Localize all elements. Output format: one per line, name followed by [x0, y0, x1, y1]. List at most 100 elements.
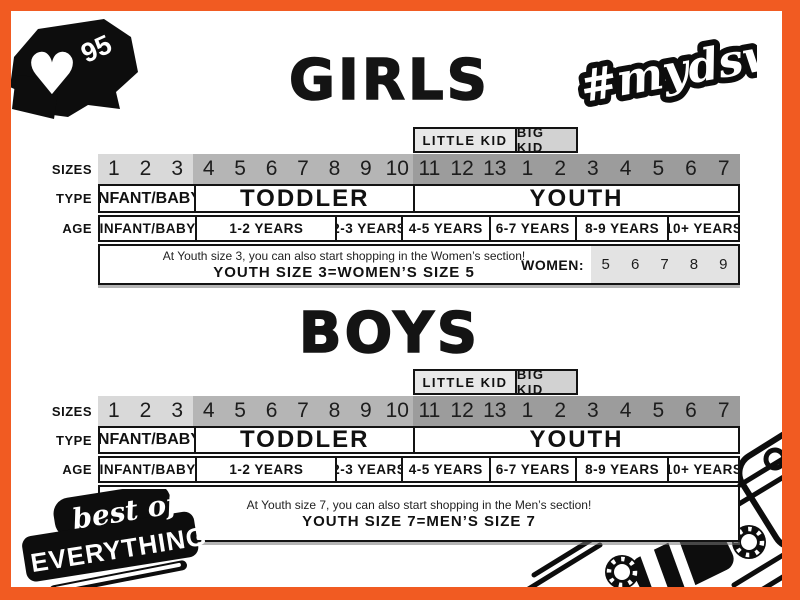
age-cell: INFANT/BABY	[100, 221, 196, 236]
type-cell: INFANT/BABY	[100, 189, 194, 207]
size-cell: 1	[107, 399, 120, 422]
tape-reel-left	[605, 555, 639, 587]
size-cell: 2	[554, 399, 567, 422]
size-cell: 9	[359, 399, 372, 422]
size-cell: 5	[234, 157, 246, 180]
size-cell: 2	[139, 157, 152, 180]
size-cell: 7	[717, 399, 730, 422]
size-cell: 6	[265, 399, 278, 422]
little-kid-header: LITTLE KID	[413, 127, 517, 153]
age-cell: 2-3 YEARS	[335, 458, 401, 481]
tape-label	[631, 523, 734, 587]
boys-type-row: INFANT/BABYTODDLERYOUTH	[98, 426, 740, 454]
size-cell: 11	[418, 157, 441, 180]
size-cell: 1	[521, 157, 534, 180]
little-kid-header: LITTLE KID	[413, 369, 517, 395]
age-cell: 1-2 YEARS	[195, 217, 335, 240]
women-size-cell: 7	[660, 256, 669, 273]
big-kid-header: BIG KID	[514, 367, 578, 397]
type-cell: TODDLER	[194, 186, 413, 211]
size-cell: 5	[652, 399, 665, 422]
size-cell: 8	[328, 399, 341, 422]
boys-note-text: At Youth size 7, you can also start shop…	[100, 487, 738, 540]
age-cell: 10+ YEARS	[667, 458, 738, 481]
type-cell: YOUTH	[413, 428, 738, 452]
size-cell: 6	[265, 157, 278, 180]
women-sizes-block: 5 6 7 8 9	[591, 246, 738, 283]
size-cell: 7	[297, 157, 309, 180]
size-cell: 4	[619, 157, 632, 180]
women-label: WOMEN:	[521, 256, 584, 273]
size-cell: 8	[328, 157, 341, 180]
size-cell: 1	[107, 157, 120, 180]
likes-badge-sticker: ♥ 95	[11, 19, 138, 119]
girls-title: GIRLS	[288, 48, 490, 113]
age-cell: 4-5 YEARS	[401, 217, 488, 240]
toddler-sizes-block: 4 5 6 7 8 9 10	[193, 154, 414, 184]
age-cell: INFANT/BABY	[100, 462, 196, 477]
girls-kid-header-row: LITTLE KID BIG KID	[98, 125, 740, 155]
women-size-cell: 9	[719, 256, 728, 273]
size-cell: 10	[385, 399, 409, 422]
best-of-everything-sticker: best of EVERYTHING	[22, 489, 209, 587]
hashtag-sticker: #mydsw	[570, 21, 757, 119]
age-cell: 8-9 YEARS	[574, 458, 667, 481]
size-cell: 5	[234, 399, 246, 422]
note-line-1: At Youth size 3, you can also start shop…	[162, 248, 526, 263]
girls-type-row: INFANT/BABYTODDLERYOUTH	[98, 184, 740, 213]
note-line-1: At Youth size 7, you can also start shop…	[246, 497, 592, 512]
size-cell: 12	[450, 157, 474, 180]
age-cell: 6-7 YEARS	[488, 458, 575, 481]
size-cell: 5	[652, 157, 665, 180]
age-row-label: AGE	[62, 221, 92, 236]
sizes-row-label: SIZES	[51, 161, 92, 177]
type-cell: YOUTH	[413, 186, 738, 211]
age-cell: 10+ YEARS	[667, 217, 738, 240]
size-cell: 3	[171, 399, 184, 422]
hashtag-text: #mydsw	[576, 27, 757, 113]
age-cell: 8-9 YEARS	[574, 217, 667, 240]
toddler-sizes-block: 4 5 6 7 8 9 10	[193, 396, 414, 426]
size-cell: 3	[587, 157, 599, 180]
women-size-cell: 6	[630, 256, 640, 273]
size-cell: 7	[297, 399, 309, 422]
size-cell: 13	[483, 399, 507, 422]
size-cell: 4	[202, 157, 215, 180]
youth-sizes-block: 11 12 13 1 2 3 4 5 6 7	[413, 154, 740, 184]
type-row-label: TYPE	[56, 432, 92, 448]
age-cell: 4-5 YEARS	[401, 458, 488, 481]
boys-note-box: At Youth size 7, you can also start shop…	[98, 485, 740, 542]
type-row-label: TYPE	[56, 191, 92, 206]
girls-note-box: At Youth size 3, you can also start shop…	[98, 244, 740, 285]
size-cell: 10	[385, 157, 409, 180]
cassette-tape-icon	[526, 407, 782, 587]
size-cell: 3	[587, 399, 599, 422]
size-cell: 12	[450, 399, 474, 422]
women-size-cell: 5	[601, 256, 610, 273]
note-line-2: YOUTH SIZE 3=WOMEN’S SIZE 5	[213, 263, 475, 281]
age-cell: 6-7 YEARS	[488, 217, 575, 240]
youth-sizes-block: 11 12 13 1 2 3 4 5 6 7	[413, 396, 740, 426]
size-cell: 6	[685, 399, 697, 422]
sizes-row-label: SIZES	[51, 403, 92, 419]
size-cell: 1	[521, 399, 534, 422]
size-cell: 6	[685, 157, 697, 180]
age-cell: 2-3 YEARS	[335, 217, 401, 240]
badge-tab	[12, 75, 60, 119]
size-cell: 11	[418, 399, 441, 422]
boys-title: BOYS	[298, 301, 481, 366]
women-size-cell: 8	[689, 256, 699, 273]
size-cell: 4	[619, 399, 632, 422]
big-kid-header: BIG KID	[514, 125, 578, 155]
type-cell: TODDLER	[194, 428, 413, 452]
size-cell: 2	[139, 399, 152, 422]
tape-reel-right	[732, 525, 766, 559]
